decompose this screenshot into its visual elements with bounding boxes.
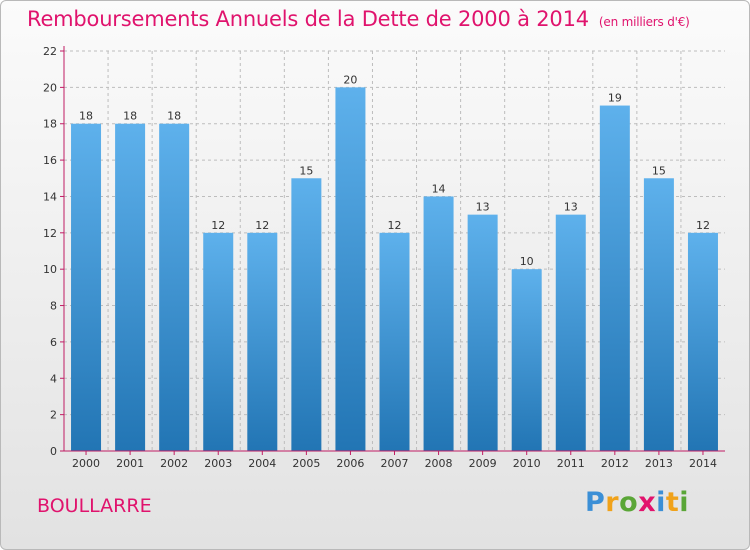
bar-value-label: 12 — [255, 219, 269, 232]
y-tick-label: 16 — [43, 154, 57, 167]
bar — [247, 232, 278, 451]
bar-value-label: 18 — [167, 110, 181, 123]
y-tick-label: 20 — [43, 81, 57, 94]
y-tick-label: 22 — [43, 45, 57, 58]
x-tick-label: 2006 — [336, 457, 364, 470]
axes: 0 2 4 6 8 10 12 14 16 18 20 22 2000 2001 2002 2003 2004 2… — [43, 45, 725, 470]
x-tick-label: 2007 — [381, 457, 409, 470]
y-tick-label: 8 — [50, 300, 57, 313]
chart-subtitle: (en milliers d'€) — [598, 15, 690, 29]
bar — [687, 232, 718, 451]
y-tick-label: 0 — [50, 445, 57, 458]
x-tick-label: 2011 — [557, 457, 585, 470]
bar — [291, 178, 322, 452]
x-tick-label: 2014 — [689, 457, 717, 470]
x-tick-label: 2004 — [248, 457, 276, 470]
y-tick-label: 6 — [50, 336, 57, 349]
x-tick-label: 2008 — [425, 457, 453, 470]
bar — [115, 123, 146, 452]
bar — [159, 123, 190, 452]
x-tick-label: 2009 — [469, 457, 497, 470]
bar — [511, 269, 542, 451]
bar-value-label: 19 — [608, 92, 622, 105]
proxiti-logo[interactable]: Proxiti — [585, 487, 689, 518]
bar-value-label: 15 — [652, 164, 666, 177]
commune-name: BOULLARRE — [37, 495, 152, 517]
bar — [467, 214, 498, 451]
bar-value-label: 13 — [476, 201, 490, 214]
bar-value-label: 10 — [520, 255, 534, 268]
logo-letter: o — [619, 487, 639, 518]
logo-letter: P — [585, 487, 606, 518]
bar — [643, 178, 674, 452]
y-tick-label: 14 — [43, 190, 57, 203]
chart-title-text: Remboursements Annuels de la Dette de 20… — [27, 7, 589, 31]
y-tick-label: 4 — [50, 372, 57, 385]
bar-value-label: 12 — [211, 219, 225, 232]
bar-value-label: 15 — [299, 164, 313, 177]
x-tick-label: 2002 — [160, 457, 188, 470]
y-tick-label: 2 — [50, 409, 57, 422]
x-tick-label: 2001 — [116, 457, 144, 470]
x-tick-label: 2005 — [292, 457, 320, 470]
chart-title: Remboursements Annuels de la Dette de 20… — [27, 7, 690, 31]
bar-value-label: 14 — [432, 182, 446, 195]
logo-letter: i — [656, 487, 666, 518]
bar — [379, 232, 410, 451]
bar — [335, 87, 366, 451]
bar — [71, 123, 102, 452]
bar-value-label: 12 — [388, 219, 402, 232]
bar — [555, 214, 586, 451]
logo-letter: x — [638, 487, 657, 518]
bar-value-label: 18 — [79, 110, 93, 123]
x-tick-label: 2012 — [601, 457, 629, 470]
x-tick-label: 2003 — [204, 457, 232, 470]
bar-series: 18 18 18 12 12 15 20 12 14 13 10 13 19 15 12 — [71, 73, 718, 452]
logo-letter: i — [679, 487, 690, 518]
bar — [599, 105, 630, 451]
y-tick-label: 18 — [43, 118, 57, 131]
bar-value-label: 20 — [343, 73, 357, 86]
x-tick-label: 2010 — [513, 457, 541, 470]
bar-value-label: 18 — [123, 110, 137, 123]
logo-letter: t — [665, 487, 680, 518]
y-tick-label: 10 — [43, 263, 57, 276]
bar-value-label: 12 — [696, 219, 710, 232]
y-tick-label: 12 — [43, 227, 57, 240]
x-tick-label: 2013 — [645, 457, 673, 470]
bar-value-label: 13 — [564, 201, 578, 214]
x-tick-label: 2000 — [72, 457, 100, 470]
bar — [423, 196, 454, 451]
logo-letter: r — [605, 487, 620, 518]
bar — [203, 232, 234, 451]
